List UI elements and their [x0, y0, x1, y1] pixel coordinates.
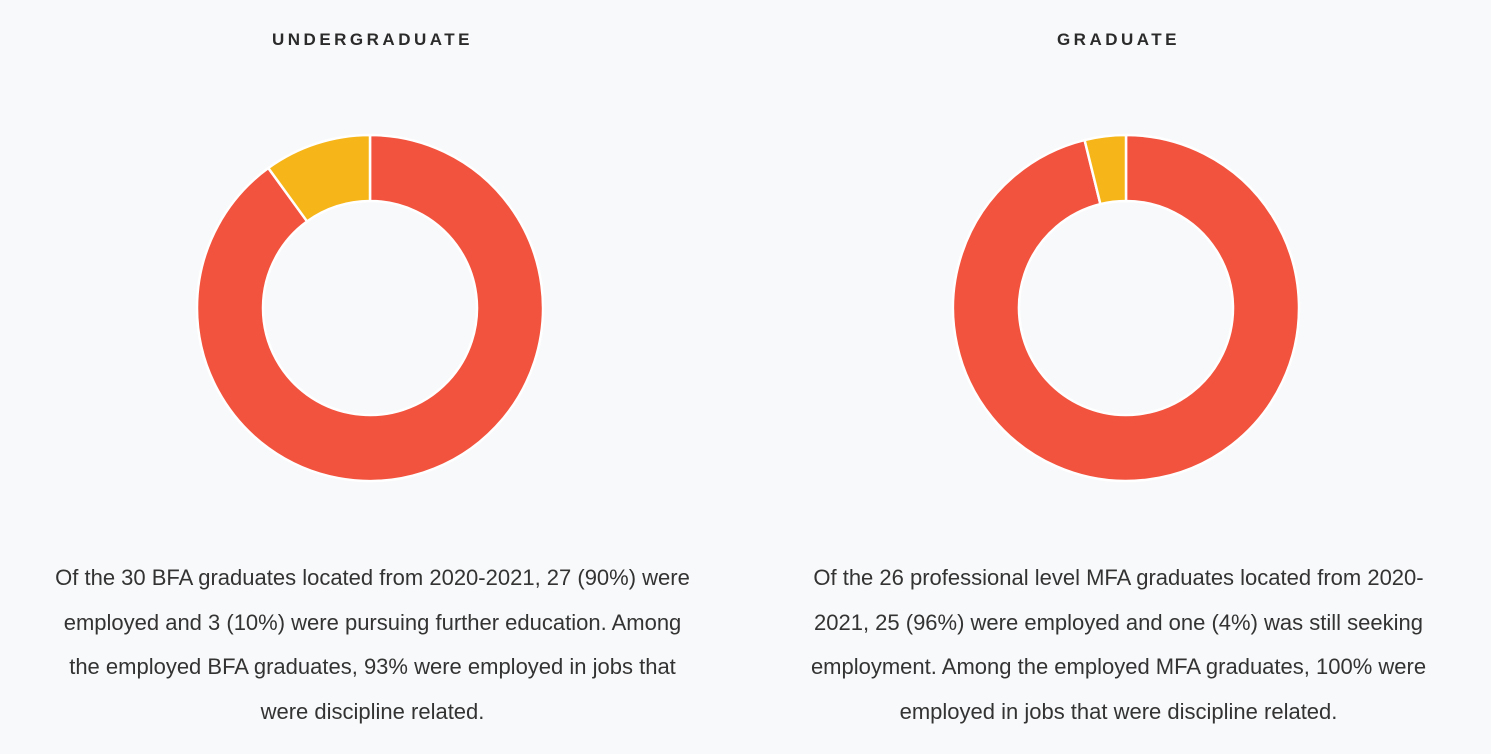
donut-slice-employed[interactable] [951, 133, 1301, 483]
description-line: employed in jobs that were discipline re… [899, 698, 1338, 724]
description-line: employed and 3 (10%) were pursuing furth… [63, 609, 682, 635]
graduate-description: Of the 26 professional level MFA graduat… [746, 556, 1491, 734]
description-line: employment. Among the employed MFA gradu… [810, 654, 1427, 679]
undergraduate-panel: UNDERGRADUATE Of the 30 BFA graduates lo… [0, 0, 745, 754]
graduate-panel: GRADUATE Of the 26 professional level MF… [746, 0, 1491, 754]
donut-slice-employed[interactable] [195, 133, 545, 483]
donut-slice-pursuing-further-education[interactable] [266, 133, 372, 224]
graduate-title: GRADUATE [1056, 30, 1181, 49]
donut-slice-seeking-employment[interactable] [1083, 133, 1128, 206]
undergraduate-donut-chart [195, 133, 545, 483]
description-line: 2021, 25 (96%) were employed and one (4%… [814, 609, 1423, 635]
description-line: Of the 26 professional level MFA graduat… [813, 565, 1424, 590]
description-line: Of the 30 BFA graduates located from 202… [55, 565, 690, 590]
graduate-donut-chart [951, 133, 1301, 483]
description-line: the employed BFA graduates, 93% were emp… [69, 654, 676, 679]
undergraduate-description: Of the 30 BFA graduates located from 202… [0, 556, 745, 734]
description-line: were discipline related. [260, 698, 485, 724]
undergraduate-title: UNDERGRADUATE [271, 30, 473, 49]
